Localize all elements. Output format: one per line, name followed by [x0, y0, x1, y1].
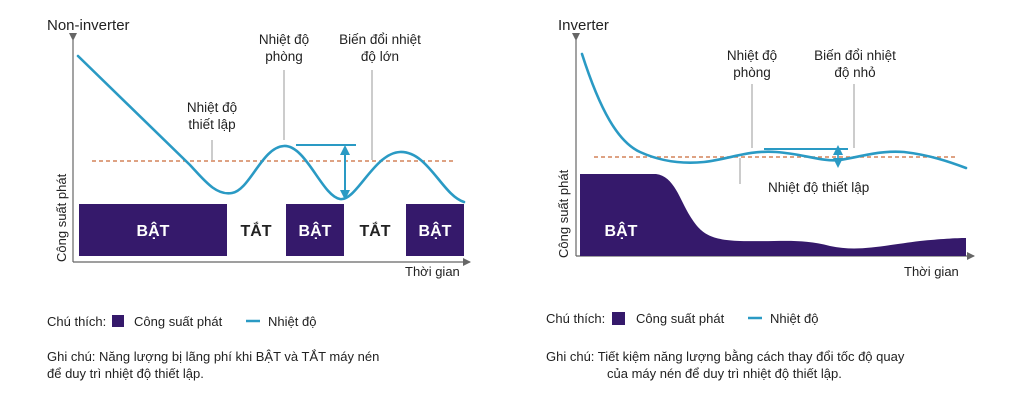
on-bar [79, 204, 227, 256]
left-x-axis-label: Thời gian [405, 264, 460, 279]
note-line2: của máy nén để duy trì nhiệt độ thiết lậ… [607, 366, 842, 381]
legend-power-swatch [112, 315, 124, 327]
setpoint-label-line2: thiết lập [188, 117, 235, 132]
right-y-axis-label: Công suất phát [556, 169, 571, 258]
power-area [580, 174, 966, 256]
note-line2: để duy trì nhiệt độ thiết lập. [47, 366, 204, 381]
on-bar [406, 204, 464, 256]
legend-power-label: Công suất phát [134, 314, 223, 329]
legend-prefix: Chú thích: [546, 311, 605, 326]
big-variation-label-line1: Biến đổi nhiệt [339, 32, 421, 47]
non-inverter-title: Non-inverter [47, 17, 130, 34]
setpoint-label: Nhiệt độ thiết lập [768, 180, 869, 195]
on-label: BẬT [137, 221, 170, 240]
setpoint-label-line1: Nhiệt độ [187, 100, 237, 115]
non-inverter-panel: Non-inverter Công suất phát Thời gian BẬ… [47, 17, 471, 381]
legend-power-label: Công suất phát [636, 311, 725, 326]
room-temp-label-line1: Nhiệt độ [259, 32, 309, 47]
on-label: BẬT [605, 221, 638, 240]
note-line1: Ghi chú: Tiết kiệm năng lượng bằng cách … [546, 349, 905, 364]
off-label: TẮT [359, 221, 390, 240]
legend-temp-label: Nhiệt độ [268, 314, 316, 329]
big-variation-label-line2: độ lớn [361, 49, 399, 64]
temperature-curve [76, 54, 466, 204]
note-line1: Ghi chú: Năng lượng bị lãng phí khi BẬT … [47, 349, 379, 364]
legend-prefix: Chú thích: [47, 314, 106, 329]
room-temp-label-line2: phòng [265, 49, 303, 64]
inverter-title: Inverter [558, 17, 609, 34]
right-x-axis-label: Thời gian [904, 264, 959, 279]
left-y-axis-label: Công suất phát [54, 173, 69, 262]
legend-power-swatch [612, 312, 625, 325]
temperature-curve [580, 52, 968, 170]
small-variation-label-line1: Biến đổi nhiệt [814, 48, 896, 63]
room-temp-label-line1: Nhiệt độ [727, 48, 777, 63]
on-bar [286, 204, 344, 256]
room-temp-label-line2: phòng [733, 65, 771, 80]
off-label: TẮT [240, 221, 271, 240]
legend-temp-label: Nhiệt độ [770, 311, 818, 326]
on-label: BẬT [299, 221, 332, 240]
on-label: BẬT [419, 221, 452, 240]
small-variation-label-line2: độ nhỏ [834, 65, 875, 80]
inverter-panel: Inverter Công suất phát Thời gian BẬT Nh… [546, 17, 975, 381]
